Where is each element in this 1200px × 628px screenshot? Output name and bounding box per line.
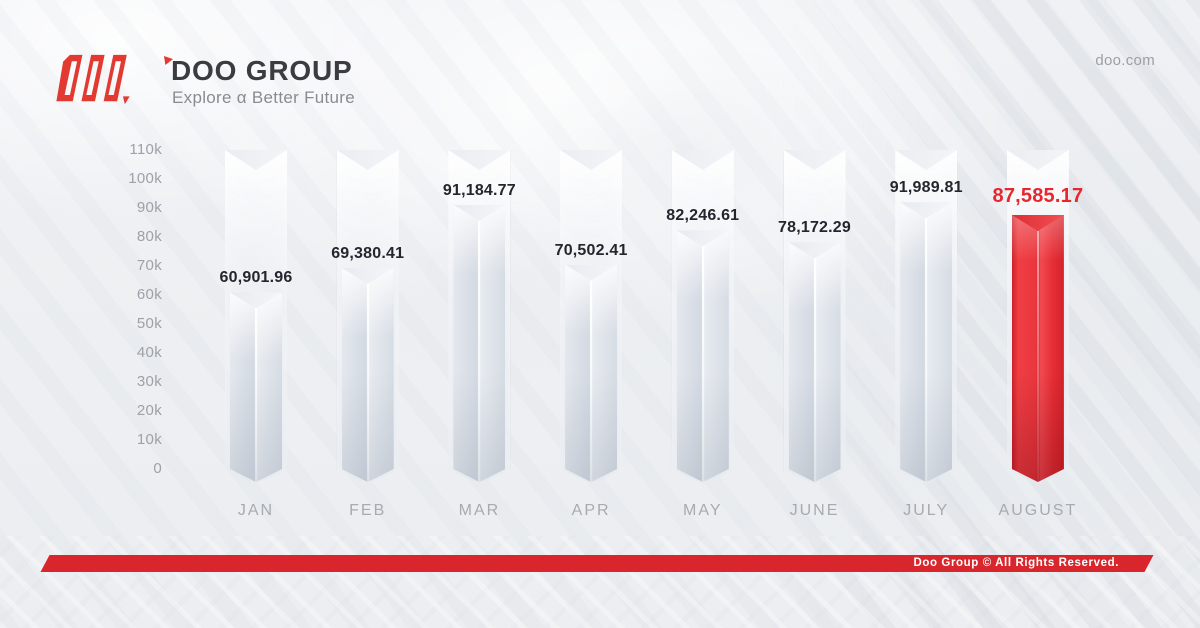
y-axis-tick-label: 100k [128, 170, 162, 187]
bar-month-label: AUGUST [998, 502, 1078, 519]
y-axis-tick-label: 30k [136, 373, 162, 390]
bar-fill-top-face [453, 205, 505, 221]
brand-accent-triangle-icon [164, 56, 173, 65]
bar-value-label: 87,585.17 [992, 185, 1084, 207]
bar-fill-top-face [900, 202, 952, 218]
bar-track-top-face [337, 150, 399, 170]
bar-value-label: 78,172.29 [778, 219, 851, 237]
bar-month-label: APR [571, 502, 611, 519]
bar-track-top-face [784, 150, 846, 170]
y-axis-tick-label: 110k [129, 141, 162, 158]
bar-fill [677, 230, 729, 482]
brand-name: DOO GROUP [171, 55, 353, 86]
bar-track-top-face [895, 150, 957, 170]
bar-fill [565, 265, 617, 482]
bar-month-label: FEB [349, 502, 387, 519]
copyright-text: Doo Group © All Rights Reserved. [913, 557, 1119, 569]
bar-track-top-face [448, 150, 510, 170]
bar-month-label: JULY [903, 502, 950, 519]
y-axis-tick-label: 70k [136, 257, 162, 274]
bar-track-top-face [225, 150, 287, 170]
bar-fill-top-face [677, 230, 729, 246]
bar-track-top-face [1007, 150, 1069, 170]
y-axis-tick-label: 90k [136, 199, 162, 216]
y-axis-tick-label: 40k [136, 344, 162, 361]
doo-group-logo-icon [56, 54, 130, 105]
bar-value-label: 70,502.41 [554, 241, 628, 259]
y-axis-tick-label: 20k [136, 402, 162, 419]
bar-value-label: 91,184.77 [442, 181, 516, 199]
bar-value-label: 69,380.41 [331, 244, 405, 262]
website-url: doo.com [1095, 52, 1155, 69]
brand-tagline: Explore α Better Future [172, 88, 356, 107]
bar-fill-highlight [1012, 215, 1064, 482]
bar-fill-top-face [342, 268, 394, 284]
bar-fill-top-face [1012, 215, 1064, 231]
y-axis-tick-label: 0 [153, 460, 162, 477]
bar-month-label: JAN [237, 502, 275, 519]
bar-fill [453, 205, 505, 482]
bar-fill [230, 292, 282, 482]
footer-ribbon: Doo Group © All Rights Reserved. [40, 555, 1154, 572]
bar-value-label: 60,901.96 [219, 269, 293, 287]
y-axis-tick-label: 60k [136, 286, 162, 303]
y-axis-tick-label: 50k [136, 315, 162, 332]
bar-fill [789, 242, 841, 482]
bar-month-label: MAY [683, 502, 723, 519]
bar-fill-top-face [789, 242, 841, 258]
bar-month-label: JUNE [789, 502, 840, 519]
bar-value-label: 82,246.61 [666, 207, 740, 225]
bar-month-label: MAR [458, 502, 501, 519]
bar-value-label: 91,989.81 [889, 179, 963, 197]
bar-fill-top-face [230, 292, 282, 308]
y-axis-tick-label: 10k [136, 431, 162, 448]
bar-track-top-face [672, 150, 734, 170]
bar-fill [342, 268, 394, 482]
y-axis-tick-label: 80k [136, 228, 162, 245]
bar-fill [900, 202, 952, 482]
bar-fill-top-face [565, 265, 617, 281]
bar-track-top-face [560, 150, 622, 170]
